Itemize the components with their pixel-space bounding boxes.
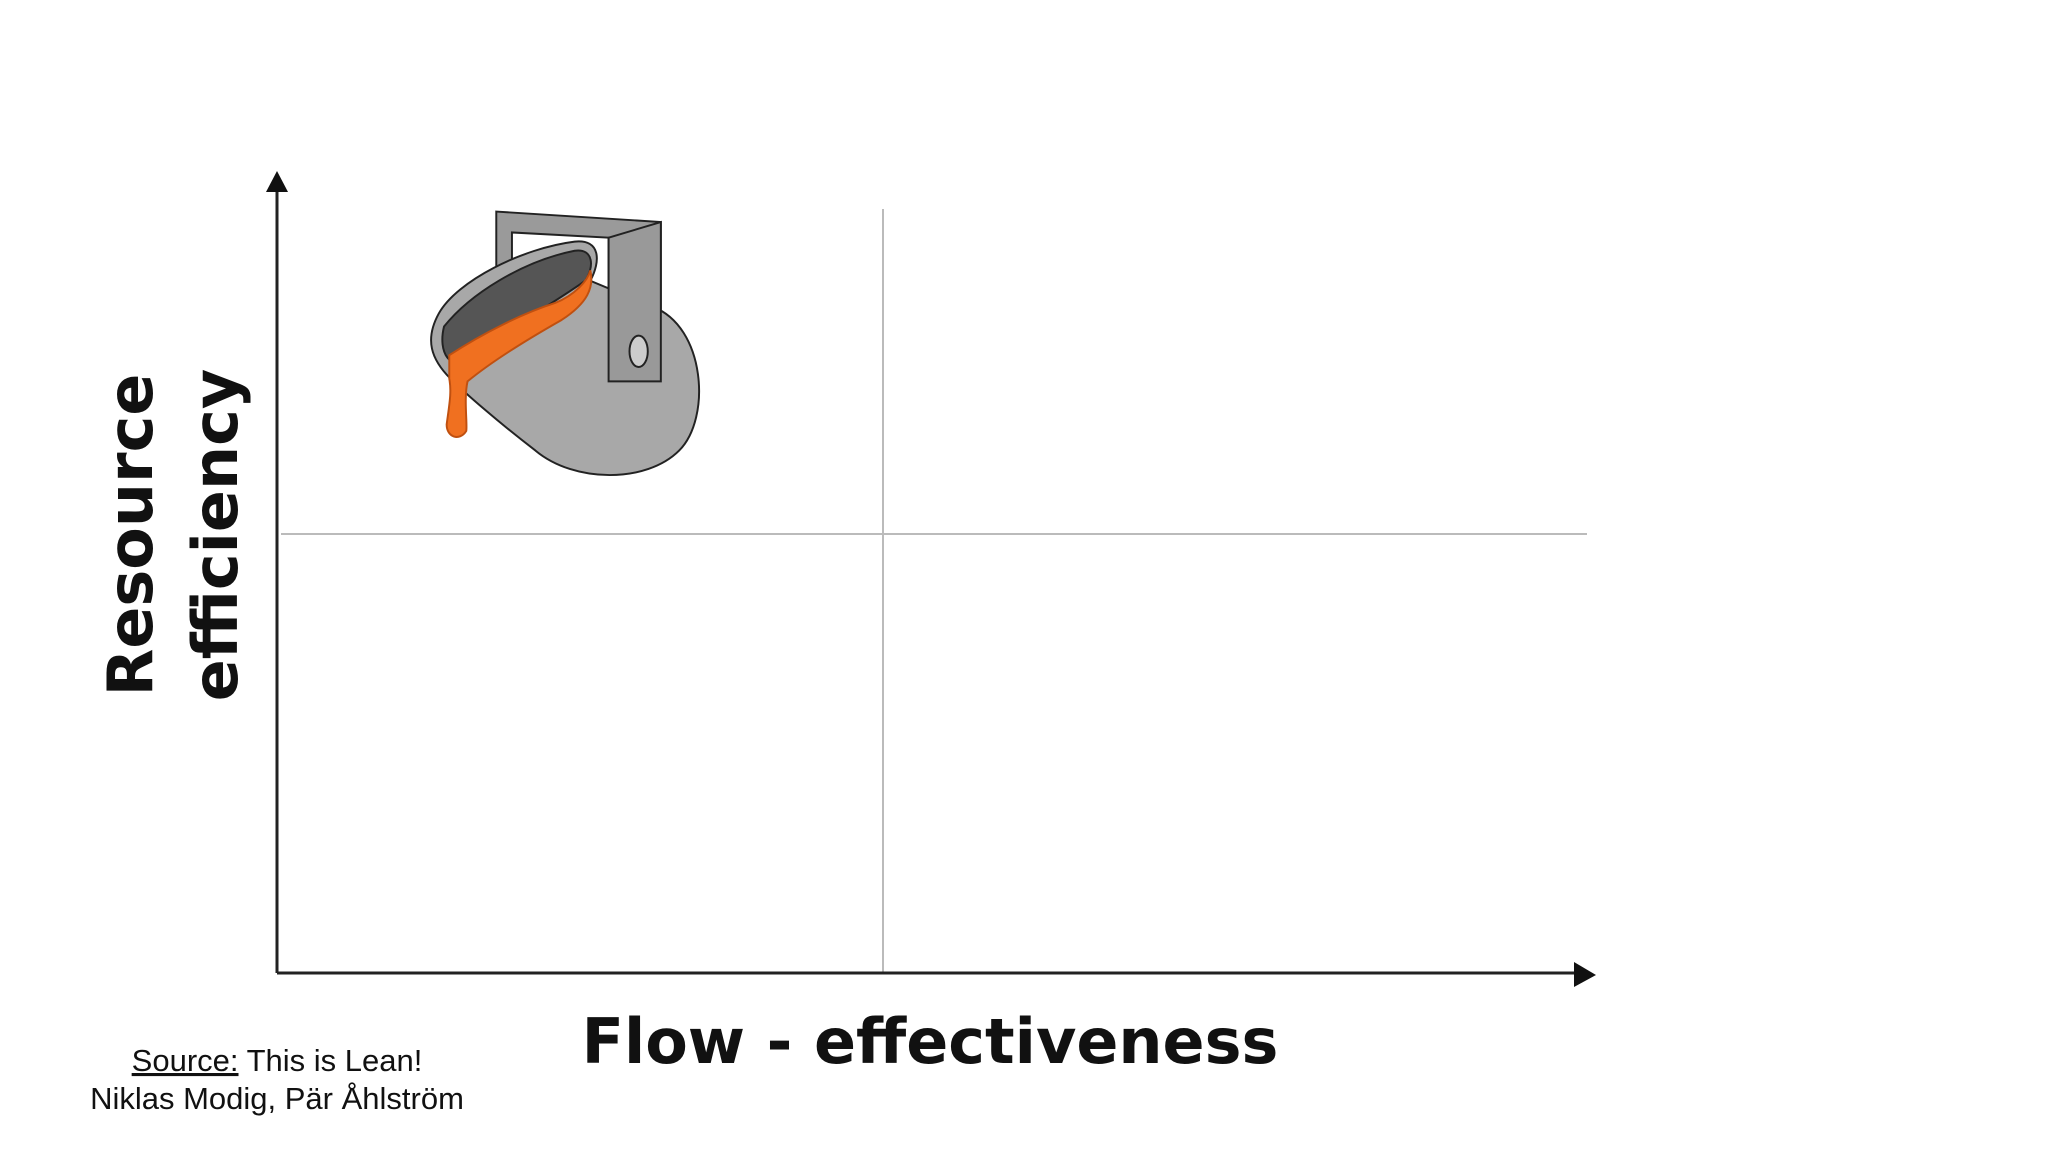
- source-authors: Niklas Modig, Pär Åhlström: [90, 1081, 464, 1116]
- y-axis-arrow: [266, 171, 288, 192]
- x-axis-arrow: [1574, 962, 1596, 987]
- y-axis-label: efficiency: [179, 369, 252, 702]
- y-axis-label: Resource: [94, 374, 167, 697]
- source-label: Source:: [132, 1043, 239, 1078]
- x-axis-label: Flow - effectiveness: [582, 1005, 1279, 1078]
- source-title: This is Lean!: [247, 1043, 423, 1078]
- source-line: Source: This is Lean!: [132, 1043, 423, 1078]
- ladle-icon: [430, 210, 700, 477]
